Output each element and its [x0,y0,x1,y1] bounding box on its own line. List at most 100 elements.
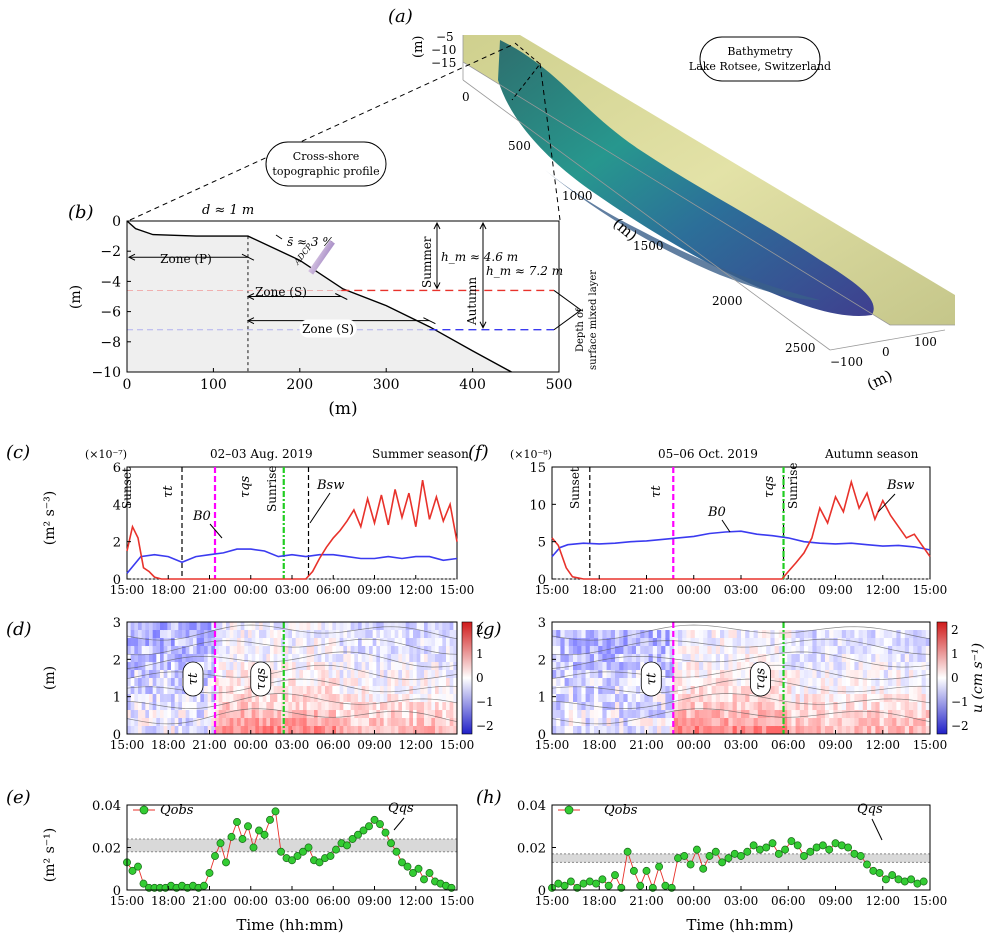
g-velocity-cell [631,670,637,679]
g-velocity-cell [799,670,805,679]
d-velocity-cell [449,678,454,687]
d-velocity-cell [343,662,348,671]
g-velocity-cell [921,670,927,679]
d-velocity-cell [178,726,183,734]
g-velocity-cell [636,622,641,631]
b-zone-p-arrow-head-r [241,253,255,261]
d-velocity-cell [398,630,403,639]
g-velocity-cell [694,662,700,671]
g-velocity-cell [850,710,855,719]
h-qobs-point [818,841,827,850]
g-velocity-cell [833,638,839,647]
g-velocity-cell [875,630,881,639]
g-velocity-cell [867,726,872,734]
d-velocity-cell [152,686,157,695]
e-qobs-point [392,847,401,856]
d-velocity-cell [383,710,388,719]
d-velocity-cell [182,662,187,671]
g-velocity-cell [568,646,574,655]
d-velocity-cell [314,678,319,687]
g-tau-t-box [640,661,662,697]
g-velocity-cell [766,622,771,631]
d-velocity-cell [127,654,132,663]
d-velocity-cell [435,678,440,687]
g-velocity-cell [606,654,612,663]
d-velocity-cell [178,646,183,655]
g-velocity-cell [921,718,927,727]
g-velocity-cell [615,710,620,719]
g-velocity-cell [594,654,599,663]
d-velocity-cell [398,726,403,734]
g-velocity-cell [598,630,603,639]
g-velocity-cell [589,646,595,655]
g-velocity-cell [762,718,767,727]
panel-label-f: (f) [468,442,489,463]
g-velocity-cell [867,686,872,695]
d-velocity-cell [350,662,355,671]
g-velocity-cell [850,654,855,663]
g-colorbar-tick: 0 [951,671,959,685]
e-qobs-point [233,818,241,826]
d-velocity-cell [420,638,425,647]
d-velocity-cell [405,678,410,687]
d-velocity-cell [365,662,370,671]
g-velocity-cell [673,638,679,647]
d-velocity-cell [306,718,311,727]
e-x-tick-label: 15:00 [110,894,145,908]
g-velocity-cell [904,622,910,631]
d-velocity-cell [134,694,139,703]
g-velocity-cell [682,678,687,687]
d-velocity-cell [435,710,440,719]
d-velocity-cell [350,678,355,687]
d-velocity-cell [372,654,377,663]
d-velocity-cell [420,686,425,695]
h-qobs-point [863,860,871,869]
d-velocity-cell [442,718,447,727]
g-velocity-cell [841,678,847,687]
h-qobs-point [781,845,790,854]
d-velocity-cell [354,646,359,655]
g-velocity-cell [619,646,624,655]
d-velocity-cell [226,702,231,711]
b-x-tick-label: 0 [123,377,132,393]
d-velocity-cell [141,638,146,647]
d-velocity-cell [292,694,297,703]
d-velocity-cell [189,726,194,734]
d-velocity-cell [182,718,187,727]
d-velocity-cell [171,702,176,711]
g-velocity-cell [854,694,860,703]
g-velocity-cell [648,646,654,655]
d-velocity-cell [383,686,388,695]
g-velocity-cell [610,646,616,655]
d-velocity-cell [251,646,256,655]
g-velocity-cell [808,638,813,647]
g-velocity-cell [854,718,860,727]
d-velocity-cell [255,654,260,663]
d-velocity-cell [365,678,370,687]
g-velocity-cell [917,670,923,679]
g-velocity-cell [795,662,801,671]
b-zone-s2-arrow-head-l [246,317,255,325]
d-velocity-cell [288,686,293,695]
g-velocity-cell [694,622,700,631]
d-velocity-cell [218,638,223,647]
g-velocity-cell [711,702,717,711]
g-velocity-cell [736,694,742,703]
g-velocity-cell [871,670,876,679]
d-velocity-cell [369,638,374,647]
b-callout-line2: topographic profile [272,165,379,178]
g-velocity-cell [883,678,889,687]
g-velocity-cell [665,718,671,727]
c-y-tick-label: 0 [113,573,121,588]
d-velocity-cell [295,702,300,711]
d-velocity-cell [413,726,418,734]
d-velocity-cell [237,718,242,727]
g-velocity-cell [694,694,700,703]
d-velocity-cell [218,718,223,727]
g-velocity-cell [837,630,843,639]
d-velocity-cell [273,702,278,711]
d-velocity-cell [427,678,432,687]
g-velocity-cell [846,662,851,671]
d-velocity-cell [273,678,278,687]
g-velocity-cell [900,710,906,719]
